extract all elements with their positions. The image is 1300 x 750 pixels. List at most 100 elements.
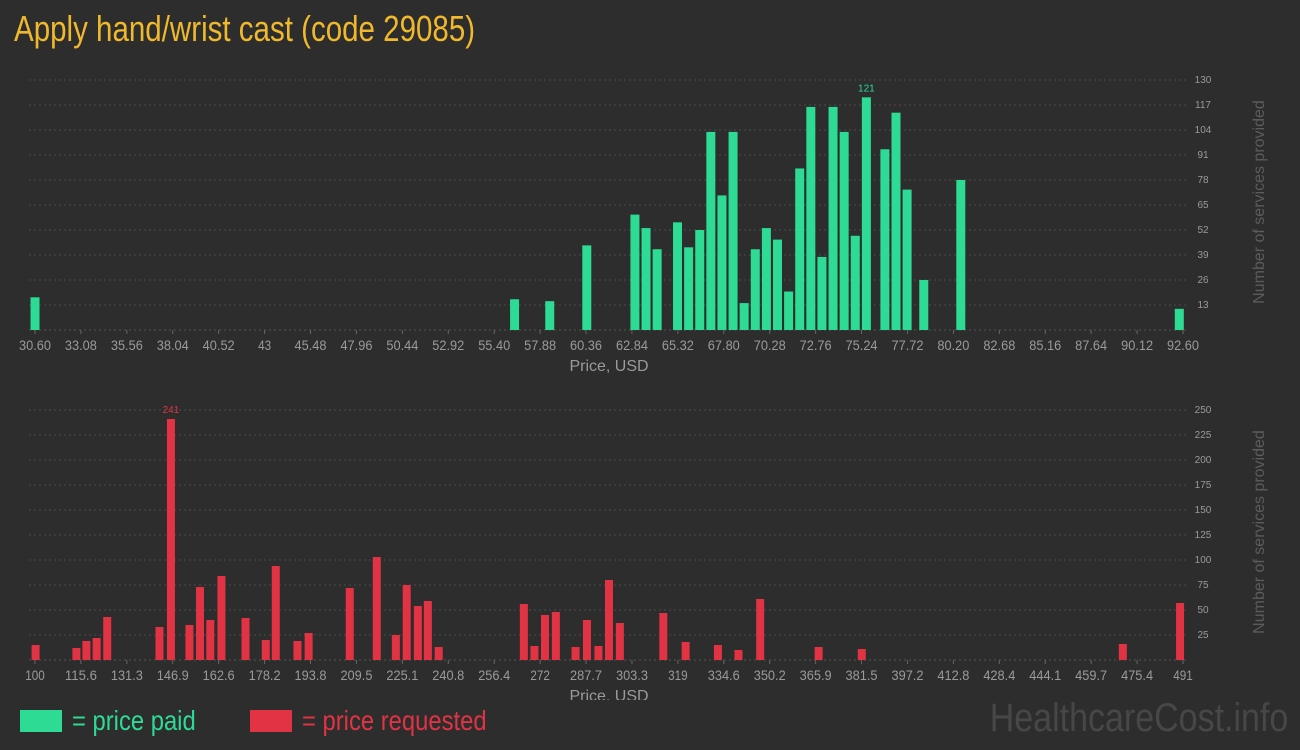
x-tick-label: 65.32 (662, 337, 694, 353)
x-tick-label: 319 (668, 667, 688, 683)
bar (372, 557, 381, 660)
legend-paid-swatch (20, 710, 62, 732)
bar (30, 297, 40, 330)
x-tick-label: 70.28 (754, 337, 786, 353)
x-tick-label: 381.5 (846, 667, 878, 683)
x-tick-label: 412.8 (937, 667, 969, 683)
x-tick-label: 162.6 (203, 667, 235, 683)
bar (761, 228, 771, 330)
x-tick-label: 209.5 (340, 667, 372, 683)
peak-value-label: 121 (858, 83, 875, 94)
bar (582, 620, 591, 660)
bar (919, 280, 929, 330)
bar (630, 214, 640, 330)
x-tick-label: 43 (258, 337, 271, 353)
x-tick-label: 115.6 (65, 667, 97, 683)
y-tick-label: 130 (1195, 75, 1212, 86)
bar (551, 612, 560, 660)
bar (880, 149, 890, 330)
y-tick-label: 52 (1197, 225, 1209, 236)
bar (304, 633, 313, 660)
x-tick-label: 60.36 (570, 337, 602, 353)
x-tick-label: 80.20 (937, 337, 969, 353)
x-tick-label: 287.7 (570, 667, 602, 683)
x-tick-label: 178.2 (249, 667, 281, 683)
y-tick-label: 175 (1195, 480, 1212, 491)
bar (82, 641, 91, 660)
y-tick-label: 117 (1195, 100, 1211, 111)
bar (784, 291, 794, 330)
bar (695, 230, 705, 330)
x-tick-label: 52.92 (432, 337, 464, 353)
y-tick-label: 91 (1197, 150, 1209, 161)
bar (241, 618, 250, 660)
bar (756, 599, 765, 660)
y-tick-label: 200 (1195, 455, 1212, 466)
y-tick-label: 225 (1195, 430, 1212, 441)
x-axis-label: Price, USD (569, 358, 648, 375)
x-tick-label: 30.60 (19, 337, 51, 353)
x-tick-label: 87.64 (1075, 337, 1107, 353)
bar (1118, 644, 1127, 660)
bar (206, 620, 215, 660)
y-axis-label: Number of services provided (1251, 430, 1268, 634)
bar (728, 131, 738, 330)
bar (839, 131, 849, 330)
y-tick-label: 39 (1197, 250, 1209, 261)
bar (582, 245, 592, 330)
bar (605, 580, 613, 660)
x-tick-label: 491 (1173, 667, 1193, 683)
bar (413, 606, 422, 660)
x-tick-label: 75.24 (846, 337, 878, 353)
bar (1174, 308, 1184, 330)
bar (434, 647, 443, 660)
bar (684, 247, 694, 330)
x-tick-label: 85.16 (1029, 337, 1061, 353)
chart-title: Apply hand/wrist cast (code 29085) (14, 8, 476, 49)
bar (734, 650, 743, 660)
charts-canvas: 13 26 39 52 65 78 91 104 117 130 30.60 33.08 35.56 38… (19, 75, 1268, 700)
y-tick-label: 100 (1195, 555, 1212, 566)
bar (861, 97, 871, 330)
y-tick-label: 50 (1197, 605, 1209, 616)
bar (1176, 603, 1185, 660)
watermark: HealthcareCost.info (989, 696, 1288, 740)
bar (739, 303, 749, 330)
bar (540, 615, 549, 660)
bar (706, 131, 716, 330)
x-tick-label: 240.8 (432, 667, 464, 683)
x-tick-label: 475.4 (1121, 667, 1153, 683)
x-tick-label: 428.4 (983, 667, 1015, 683)
bar (717, 195, 727, 330)
bar (641, 228, 651, 330)
x-tick-label: 131.3 (111, 667, 143, 683)
bar (956, 180, 966, 330)
bar (713, 645, 722, 660)
y-tick-label: 125 (1195, 530, 1212, 541)
bar (594, 646, 603, 660)
bar (402, 585, 411, 660)
x-tick-label: 193.8 (295, 667, 327, 683)
x-tick-label: 40.52 (203, 337, 235, 353)
x-tick-label: 334.6 (708, 667, 740, 683)
x-tick-label: 272 (530, 667, 550, 683)
bar (217, 576, 226, 660)
price-paid-chart: 13 26 39 52 65 78 91 104 117 130 30.60 33.08 35.56 38… (19, 75, 1268, 375)
bar (681, 642, 690, 660)
bar (659, 613, 668, 660)
x-tick-label: 57.88 (524, 337, 556, 353)
x-tick-label: 77.72 (891, 337, 923, 353)
x-tick-label: 38.04 (157, 337, 189, 353)
x-tick-label: 62.84 (616, 337, 648, 353)
bar (571, 647, 580, 660)
x-tick-label: 350.2 (754, 667, 786, 683)
bar (293, 641, 302, 660)
y-tick-label: 78 (1197, 175, 1209, 186)
y-tick-label: 13 (1197, 300, 1209, 311)
bar (795, 168, 805, 330)
bar (615, 623, 624, 660)
y-tick-label: 26 (1197, 275, 1209, 286)
x-tick-label: 397.2 (891, 667, 923, 683)
x-tick-label: 225.1 (386, 667, 418, 683)
bar (817, 256, 827, 330)
